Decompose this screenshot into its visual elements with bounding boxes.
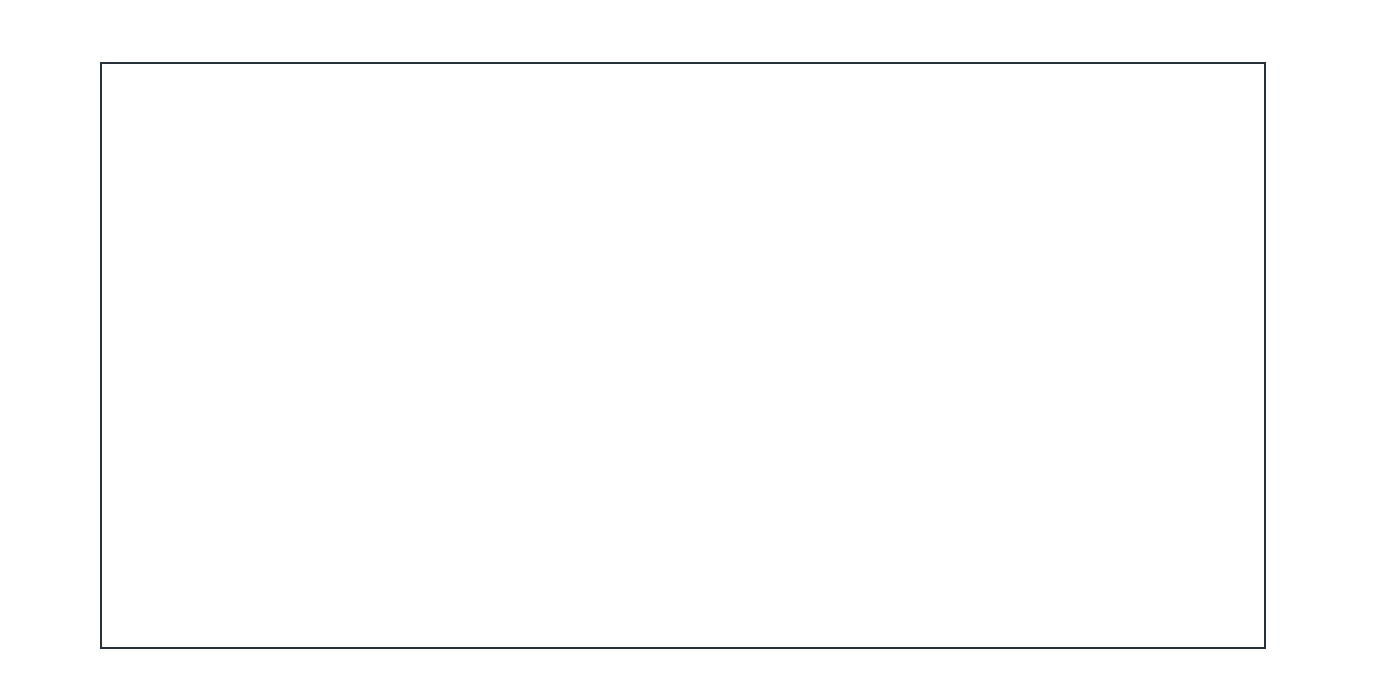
map-plot-area [100, 62, 1266, 649]
colorbar [1280, 95, 1378, 595]
map-canvas [102, 64, 1264, 647]
